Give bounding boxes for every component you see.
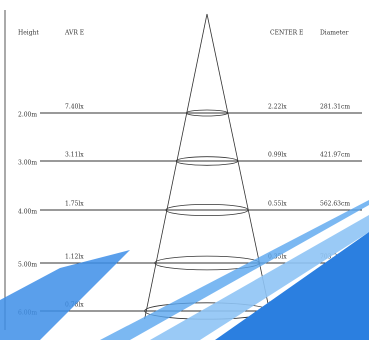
header-avr: AVR E <box>64 30 84 37</box>
thin-band <box>100 200 369 340</box>
header-center: CENTER E <box>270 30 303 37</box>
center-label: 0.35lx <box>268 254 287 261</box>
height-label: 3.00m <box>18 160 37 167</box>
left-band <box>0 250 130 340</box>
diameter-label: 281.31cm <box>320 104 350 111</box>
avr-label: 1.12lx <box>65 254 84 261</box>
diameter-label: 562.63cm <box>320 201 350 208</box>
header-diameter: Diameter <box>320 30 349 37</box>
center-label: 0.99lx <box>268 152 287 159</box>
diameter-label: 421.97cm <box>320 152 350 159</box>
header-height: Height <box>18 30 39 37</box>
avr-label: 1.75lx <box>65 201 84 208</box>
decoration <box>0 200 369 340</box>
height-label: 4.00m <box>18 209 37 216</box>
beam-ellipse <box>185 109 229 117</box>
light-band <box>150 215 369 340</box>
center-label: 0.55lx <box>268 201 287 208</box>
beam-ellipse <box>175 156 239 166</box>
avr-label: 7.40lx <box>65 104 84 111</box>
avr-label: 3.11lx <box>65 152 84 159</box>
cone-edge <box>206 13 272 320</box>
height-label: 5.00m <box>18 262 37 269</box>
blue-band <box>215 232 369 340</box>
beam-ellipse <box>165 203 249 216</box>
height-label: 2.00m <box>18 112 37 119</box>
cone-edge <box>144 13 208 320</box>
center-label: 2.22lx <box>268 104 287 111</box>
